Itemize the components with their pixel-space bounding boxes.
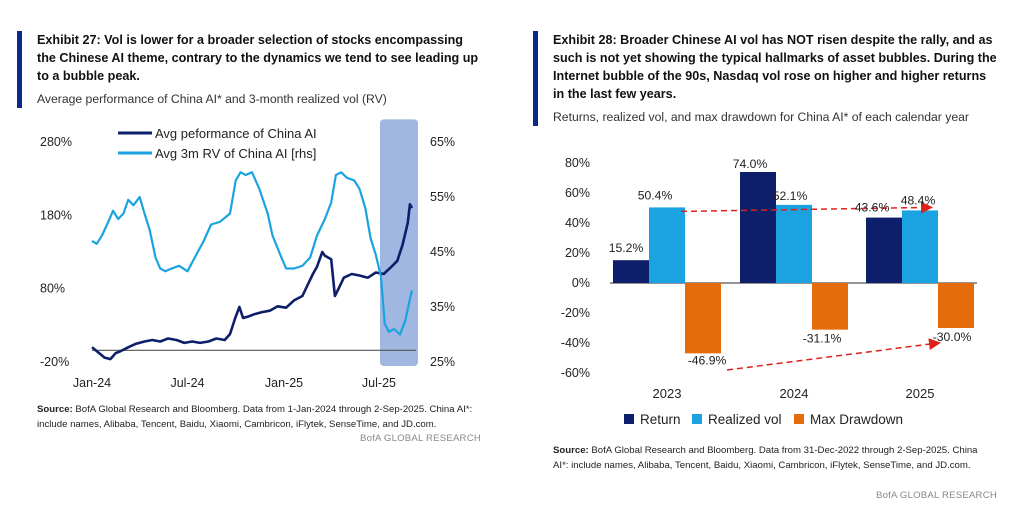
data-label: -46.9% bbox=[688, 353, 727, 367]
y-right-tick-label: 45% bbox=[430, 245, 455, 259]
legend-label: Avg peformance of China AI bbox=[155, 126, 317, 141]
brand-label: BofA GLOBAL RESEARCH bbox=[360, 433, 481, 444]
bar-return bbox=[613, 260, 649, 283]
legend-label: Realized vol bbox=[708, 412, 782, 427]
data-label: 48.4% bbox=[901, 193, 936, 207]
y-left-tick-label: 280% bbox=[40, 135, 72, 149]
realized-vol-line bbox=[91, 171, 414, 336]
bar-return bbox=[866, 217, 902, 283]
x-tick-label: Jul-25 bbox=[362, 376, 396, 390]
y-right-tick-label: 55% bbox=[430, 190, 455, 204]
legend-swatch bbox=[794, 414, 804, 424]
y-tick-label: -40% bbox=[561, 336, 590, 350]
brand-label: BofA GLOBAL RESEARCH bbox=[876, 490, 997, 501]
y-tick-label: 60% bbox=[565, 186, 590, 200]
data-label: 15.2% bbox=[609, 241, 644, 255]
title-accent-bar bbox=[533, 31, 538, 126]
bar-return bbox=[740, 172, 776, 283]
data-label: 43.6% bbox=[855, 201, 890, 215]
exhibit-27-subtitle: Average performance of China AI* and 3-m… bbox=[37, 92, 387, 106]
bar-realized-vol bbox=[649, 207, 685, 283]
bar-realized-vol bbox=[776, 204, 812, 283]
exhibit-27-source: Source: BofA Global Research and Bloombe… bbox=[37, 402, 477, 432]
legend-label: Return bbox=[640, 412, 681, 427]
x-tick-label: Jan-25 bbox=[265, 376, 303, 390]
performance-line bbox=[91, 203, 414, 361]
exhibit-27-panel: Exhibit 27: Vol is lower for a broader s… bbox=[0, 0, 500, 514]
bar-max-drawdown bbox=[812, 283, 848, 330]
y-left-tick-label: 80% bbox=[40, 282, 65, 296]
exhibit-27-line-chart: -20% 80% 180% 280% 25% 35% 45% 55% 65% Jan-24 Jul-… bbox=[40, 119, 455, 390]
exhibit-27-title: Exhibit 27: Vol is lower for a broader s… bbox=[37, 33, 479, 83]
y-left-tick-label: -20% bbox=[40, 355, 69, 369]
legend-swatch bbox=[692, 414, 702, 424]
data-label: -30.0% bbox=[933, 330, 972, 344]
exhibit-28-bar-chart: -60% -40% -20% 0% 20% 40% 60% 80% 2023 2024 2025 1… bbox=[561, 156, 977, 427]
title-accent-bar bbox=[17, 31, 22, 108]
y-tick-label: 20% bbox=[565, 246, 590, 260]
highlight-region bbox=[379, 119, 418, 366]
bar-max-drawdown bbox=[685, 283, 721, 354]
exhibit-28-source: Source: BofA Global Research and Bloombe… bbox=[553, 443, 983, 473]
dashed-trend-arrow-drawdown bbox=[726, 338, 941, 371]
source-label: Source: bbox=[37, 404, 73, 415]
source-text: BofA Global Research and Bloomberg. Data… bbox=[37, 404, 473, 430]
y-tick-label: 0% bbox=[572, 276, 590, 290]
y-tick-label: -60% bbox=[561, 366, 590, 380]
data-label: -31.1% bbox=[803, 332, 842, 346]
legend-label: Max Drawdown bbox=[810, 412, 903, 427]
x-tick-label: Jan-24 bbox=[73, 376, 111, 390]
category-label: 2023 bbox=[653, 386, 682, 401]
source-text: BofA Global Research and Bloomberg. Data… bbox=[553, 445, 978, 471]
y-tick-label: -20% bbox=[561, 306, 590, 320]
y-right-tick-label: 35% bbox=[430, 300, 455, 314]
y-tick-label: 80% bbox=[565, 156, 590, 170]
legend-swatch bbox=[624, 414, 634, 424]
exhibit-28-title: Exhibit 28: Broader Chinese AI vol has N… bbox=[553, 33, 997, 101]
data-label: 74.0% bbox=[733, 157, 768, 171]
data-label: 52.1% bbox=[773, 189, 808, 203]
dashed-trend-arrow-vol bbox=[680, 201, 933, 214]
x-tick-label: Jul-24 bbox=[170, 376, 204, 390]
exhibit-28-subtitle: Returns, realized vol, and max drawdown … bbox=[553, 110, 969, 124]
category-label: 2025 bbox=[906, 386, 935, 401]
y-tick-label: 40% bbox=[565, 216, 590, 230]
y-right-tick-label: 25% bbox=[430, 355, 455, 369]
source-label: Source: bbox=[553, 445, 589, 456]
bar-max-drawdown bbox=[938, 283, 974, 328]
category-label: 2024 bbox=[780, 386, 809, 401]
data-label: 50.4% bbox=[638, 188, 673, 202]
legend-label: Avg 3m RV of China AI [rhs] bbox=[155, 146, 316, 161]
bar-realized-vol bbox=[902, 210, 938, 283]
y-right-tick-label: 65% bbox=[430, 135, 455, 149]
exhibit-28-panel: Exhibit 28: Broader Chinese AI vol has N… bbox=[512, 0, 1024, 514]
y-left-tick-label: 180% bbox=[40, 208, 72, 222]
